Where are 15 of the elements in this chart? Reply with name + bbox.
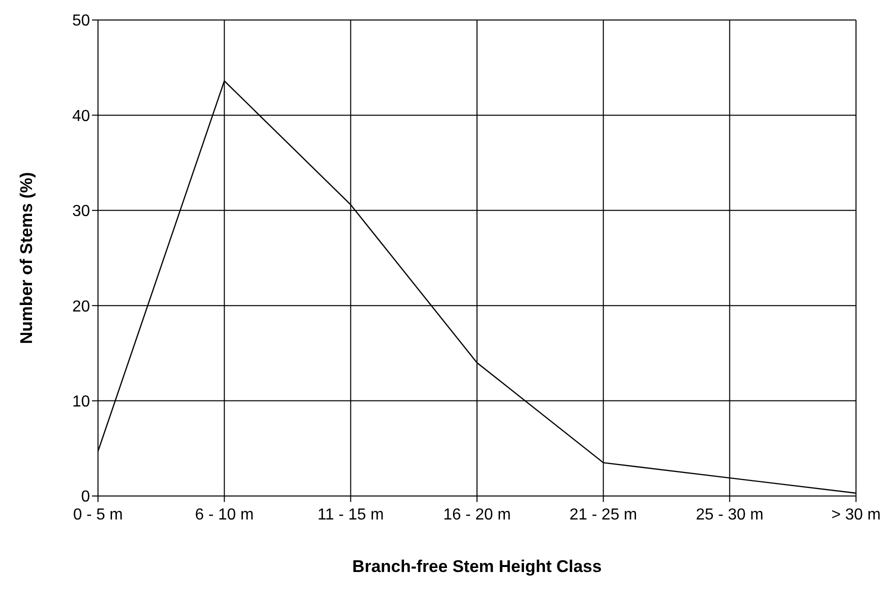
y-tick-label: 40 [72, 108, 90, 125]
y-tick-label: 20 [72, 298, 90, 316]
x-tick-label: 16 - 20 m [443, 506, 511, 524]
x-axis-title: Branch-free Stem Height Class [352, 557, 602, 576]
y-tick-label: 30 [72, 203, 90, 220]
x-tick-label: 11 - 15 m [317, 506, 384, 524]
y-tick-label: 50 [72, 12, 90, 30]
x-tick-label: 6 - 10 m [194, 506, 254, 524]
x-tick-label: > 30 m [831, 506, 881, 524]
y-tick-label: 10 [72, 393, 90, 410]
y-axis-title: Number of Stems (%) [17, 172, 36, 344]
y-tick-label: 0 [81, 488, 90, 506]
x-tick-label: 25 - 30 m [696, 506, 764, 524]
x-tick-label: 21 - 25 m [570, 506, 638, 524]
x-tick-label: 0 - 5 m [73, 506, 123, 524]
